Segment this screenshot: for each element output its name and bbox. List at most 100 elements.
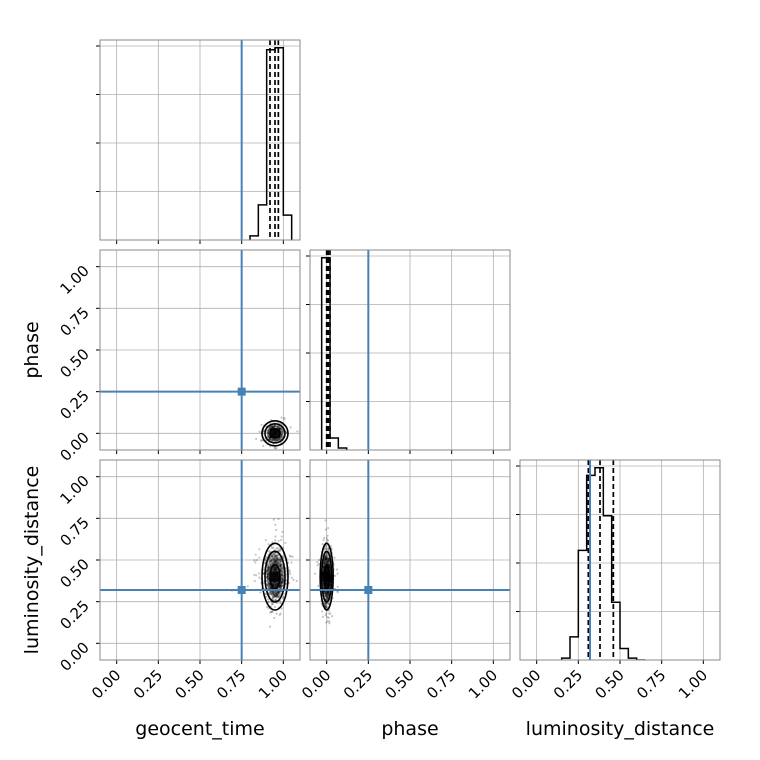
panel-2-1-sample-249 — [335, 568, 339, 571]
panel-2-0-sample-820 — [267, 575, 270, 578]
yaxis-label-phase: phase — [21, 321, 43, 378]
panel-2-1-sample-228 — [327, 557, 330, 560]
panel-2-0-sample-153 — [277, 591, 280, 594]
panel-2-1-sample-431 — [326, 593, 329, 596]
panel-2-0-sample-887 — [276, 582, 279, 585]
panel-2-0-sample-167 — [271, 561, 274, 565]
panel-2-0-sample-477 — [281, 578, 284, 582]
panel-2-0-sample-665 — [273, 585, 276, 588]
panel-2-0-sample-362 — [273, 565, 276, 569]
panel-2-0-sample-332 — [279, 559, 283, 562]
panel-2-0-sample-410 — [277, 549, 280, 552]
panel-2-1-sample-479 — [324, 519, 327, 522]
panel-2-1-sample-17 — [325, 594, 328, 598]
panel-2-0-sample-489 — [273, 561, 276, 564]
panel-2-0-sample-828 — [275, 569, 278, 573]
panel-2-1-sample-741 — [325, 568, 328, 572]
panel-2-2-content — [560, 460, 645, 660]
panel-2-1-sample-593 — [326, 596, 329, 600]
panel-1-0-sample-233 — [283, 418, 286, 421]
panel-2-0-sample-264 — [272, 557, 275, 560]
panel-2-0-sample-133 — [271, 593, 274, 596]
panel-2-0-sample-337 — [288, 554, 291, 557]
panel-1-0-sample-173 — [255, 437, 258, 441]
panel-2-0-sample-471 — [282, 580, 285, 583]
panel-2-0-sample-646 — [273, 581, 276, 585]
panel-2-0-sample-667 — [276, 557, 279, 560]
panel-1-0-sample-51 — [266, 433, 270, 437]
panel-2-1-truth-marker — [364, 586, 373, 594]
panel-2-1-sample-579 — [324, 592, 327, 596]
panel-2-0-sample-754 — [275, 528, 278, 532]
panel-1-0-sample-177 — [267, 435, 270, 438]
panel-2-1-sample-97 — [327, 560, 331, 563]
panel-2-0-sample-377 — [279, 584, 282, 588]
panel-2-0-sample-171 — [267, 577, 270, 580]
panel-2-0-sample-165 — [275, 593, 278, 596]
panel-2-1-sample-49 — [325, 595, 329, 599]
panel-2-0-sample-413 — [276, 596, 279, 599]
panel-2-0-sample-52 — [272, 569, 275, 572]
panel-2-1-sample-78 — [326, 581, 329, 584]
panel-2-1-sample-600 — [324, 614, 327, 617]
panel-1-0-sample-106 — [268, 437, 271, 441]
panel-1-0-sample-5 — [270, 425, 273, 428]
panel-2-0-truth-marker — [237, 586, 246, 594]
panel-1-0-sample-89 — [270, 425, 274, 428]
panel-2-1-sample-139 — [327, 527, 330, 530]
panel-2-1-sample-890 — [324, 602, 327, 605]
panel-2-1-sample-706 — [336, 585, 339, 589]
panel-1-0-sample-59 — [280, 430, 283, 433]
panel-2-1-sample-494 — [326, 554, 329, 557]
panel-2-1-sample-398 — [327, 559, 330, 563]
panel-2-1-sample-808 — [336, 591, 339, 594]
xaxis-label-luminosity_distance: luminosity_distance — [526, 718, 715, 740]
panel-2-0-sample-110 — [266, 573, 269, 576]
panel-2-0-sample-481 — [275, 568, 278, 571]
panel-2-0-sample-308 — [277, 560, 280, 564]
panel-2-2-xtick-label-3: 0.75 — [633, 666, 669, 702]
panel-1-0-sample-269 — [276, 439, 279, 442]
panel-2-0-contour-mid — [264, 550, 286, 603]
panel-2-0-sample-274 — [280, 569, 283, 572]
panel-2-0-sample-291 — [259, 591, 262, 594]
panel-1-0-sample-164 — [268, 437, 271, 440]
panel-2-1-sample-22 — [323, 560, 326, 563]
panel-2-0-sample-496 — [273, 566, 276, 569]
panel-2-1-sample-319 — [326, 539, 329, 543]
panel-2-0-sample-401 — [274, 568, 277, 571]
panel-2-1-xtick-label-0: 0.00 — [298, 666, 334, 702]
panel-2-0-sample-37 — [279, 565, 282, 568]
panel-2-0-sample-866 — [273, 595, 276, 598]
panel-2-0-sample-306 — [277, 591, 280, 594]
panel-2-0-sample-122 — [269, 562, 272, 566]
panel-2-1-sample-441 — [324, 557, 327, 560]
panel-2-1-sample-843 — [324, 560, 327, 563]
panel-2-0-sample-571 — [290, 576, 293, 579]
panel-2-0-sample-303 — [278, 558, 282, 561]
panel-1-0-sample-293 — [274, 424, 277, 427]
panel-2-1-sample-590 — [324, 555, 327, 558]
panel-2-0-sample-336 — [266, 584, 269, 587]
panel-2-0-sample-885 — [265, 606, 269, 609]
panel-2-0-sample-826 — [265, 556, 268, 559]
panel-2-0-sample-742 — [277, 591, 280, 594]
panel-2-1-sample-138 — [331, 615, 334, 618]
panel-2-1-contour-outer — [319, 542, 334, 611]
panel-2-0-sample-692 — [275, 592, 278, 595]
panel-2-1-sample-776 — [323, 562, 326, 566]
panel-2-0-sample-60 — [272, 581, 275, 584]
panel-2-1-sample-203 — [326, 595, 329, 598]
panel-2-1-sample-37 — [323, 557, 326, 560]
panel-2-0-sample-4 — [270, 554, 274, 557]
panel-2-1-sample-879 — [324, 606, 328, 609]
panel-1-0-sample-169 — [272, 426, 275, 429]
panel-2-0-content — [100, 460, 300, 660]
panel-2-0-sample-13 — [274, 583, 277, 586]
panel-2-0-xtick-label-3: 0.75 — [213, 666, 249, 702]
panel-2-0-sample-353 — [266, 574, 269, 577]
panel-2-0-sample-246 — [268, 566, 271, 569]
xaxis-label-geocent_time: geocent_time — [135, 718, 264, 740]
panel-2-0-sample-51 — [275, 556, 278, 559]
panel-2-0-sample-109 — [272, 557, 276, 560]
